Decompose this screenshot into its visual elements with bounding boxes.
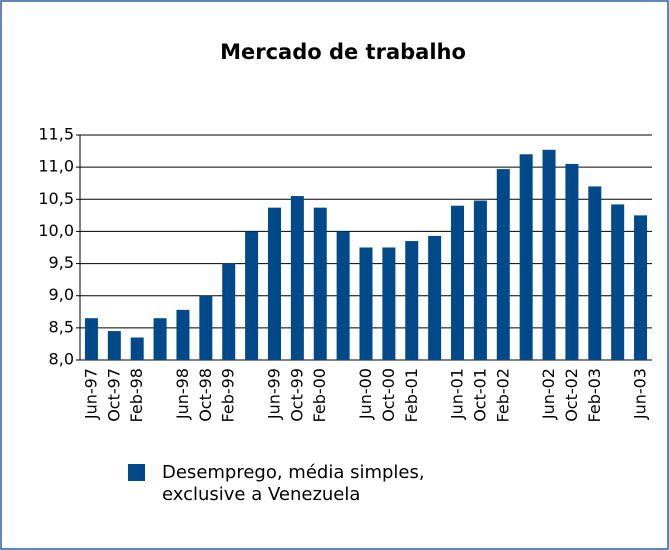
bar [451,205,465,360]
y-tick-label: 10,0 [38,221,74,240]
bar [176,309,190,360]
bar [428,235,442,360]
x-tick-label: Jun-03 [631,368,650,420]
legend-label: Desemprego, média simples, exclusive a Ve… [162,462,425,505]
legend-swatch [128,464,145,481]
bar [290,196,304,360]
bar [405,241,419,360]
x-tick-label: Jun-00 [356,368,375,420]
x-tick-label: Oct-99 [287,368,306,422]
bar [588,186,602,360]
x-tick-label: Oct-02 [562,368,581,422]
y-tick-label: 9,0 [49,285,74,304]
bar [496,169,510,360]
bar [542,149,556,360]
bar [245,231,259,360]
bar [519,154,533,360]
bar [611,204,625,360]
bar [382,247,396,360]
bar [634,215,648,360]
bar [130,337,144,360]
bar [199,295,213,360]
y-tick-label: 9,5 [49,253,74,272]
x-tick-label: Jun-01 [448,368,467,420]
x-tick-label: Jun-02 [539,368,558,420]
x-tick-label: Feb-03 [585,368,604,422]
x-tick-label: Feb-02 [493,368,512,422]
y-tick-label: 10,5 [38,189,74,208]
bar [153,318,167,360]
x-tick-label: Feb-99 [219,368,238,422]
bar [222,263,236,360]
x-tick-label: Feb-00 [310,368,329,422]
bar [473,200,487,360]
x-tick-label: Oct-98 [196,368,215,422]
chart-title: Mercado de trabalho [220,40,466,64]
bar [565,163,579,360]
y-tick-label: 11,5 [38,125,74,144]
x-tick-label: Feb-98 [127,368,146,422]
x-tick-label: Jun-98 [173,368,192,420]
legend-line: Desemprego, média simples, [162,462,425,483]
legend-line: exclusive a Venezuela [162,484,360,505]
y-tick-label: 11,0 [38,157,74,176]
legend-text: Desemprego, média simples, exclusive a Ve… [162,462,425,505]
bar [313,207,327,360]
y-tick-label: 8,0 [49,350,74,369]
bar [84,318,98,360]
bar [107,331,121,360]
bar [267,207,281,360]
x-tick-label: Jun-97 [81,368,100,420]
y-tick-label: 8,5 [49,317,74,336]
x-tick-label: Oct-01 [470,368,489,422]
bar [336,231,350,360]
x-tick-label: Feb-01 [402,368,421,422]
bar [359,247,373,360]
x-tick-label: Jun-99 [264,368,283,420]
x-tick-label: Oct-97 [104,368,123,422]
x-tick-label: Oct-00 [379,368,398,422]
